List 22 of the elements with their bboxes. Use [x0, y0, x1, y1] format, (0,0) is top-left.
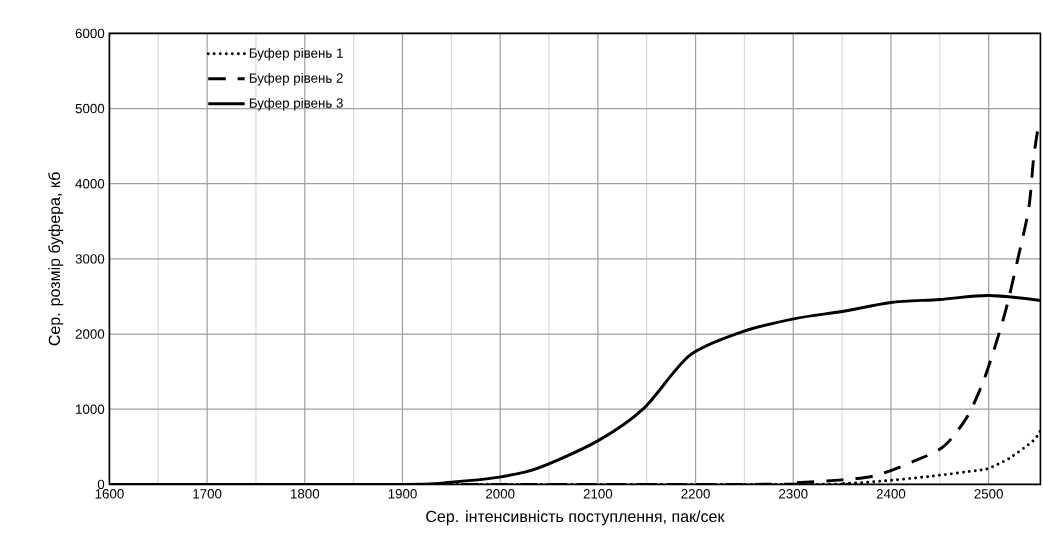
x-tick-label: 1600	[95, 489, 124, 499]
x-axis-title: Сер. інтенсивність поступлення, пак/сек	[426, 510, 725, 526]
x-tick-label: 1800	[290, 489, 320, 499]
x-tick-label: 2400	[876, 489, 906, 499]
x-tick-label: 1900	[388, 489, 417, 499]
x-tick-label: 2200	[681, 489, 710, 499]
x-tick-label: 2100	[583, 489, 613, 499]
y-tick-label: 4000	[75, 179, 105, 189]
legend-label: Буфер рівень 1	[249, 48, 343, 61]
y-axis-title: Сер. розмір буфера, кб	[48, 172, 64, 346]
y-tick-label: 0	[97, 479, 105, 490]
legend-label: Буфер рівень 2	[249, 73, 343, 86]
y-tick-label: 1000	[76, 404, 105, 414]
y-tick-label: 2000	[75, 329, 105, 339]
x-tick-label: 2300	[779, 489, 808, 499]
legend-label: Буфер рівень 3	[249, 98, 343, 111]
y-tick-label: 5000	[75, 103, 105, 114]
y-tick-label: 3000	[75, 254, 105, 264]
x-tick-label: 2000	[486, 489, 515, 499]
y-tick-label: 6000	[75, 28, 105, 39]
x-tick-label: 2500	[974, 489, 1003, 499]
x-tick-label: 1700	[193, 489, 222, 499]
